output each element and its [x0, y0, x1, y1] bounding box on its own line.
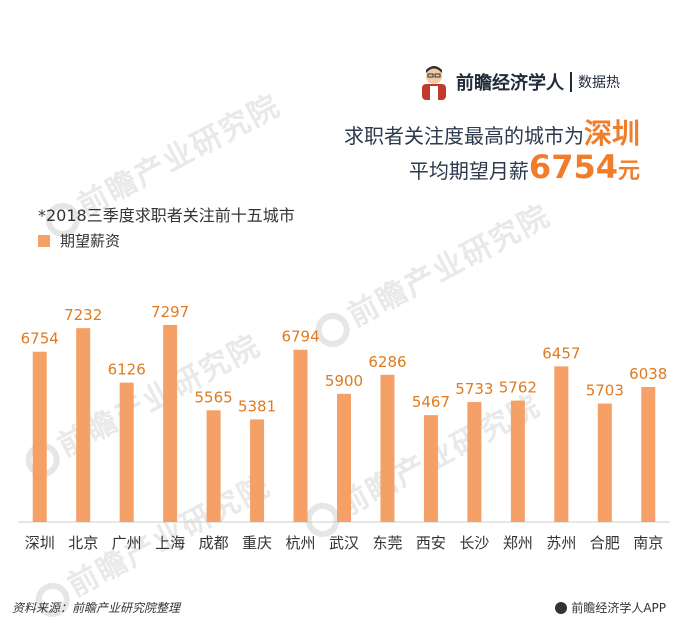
bar-重庆: [250, 419, 265, 522]
data-label: 6457: [542, 344, 580, 362]
headline-city: 深圳: [583, 117, 640, 150]
bar-成都: [206, 410, 221, 522]
headline-unit: 元: [617, 159, 640, 184]
headline-value: 6754: [528, 148, 618, 186]
data-label: 6754: [21, 330, 59, 348]
footer-app-label: 前瞻经济学人APP: [571, 601, 666, 615]
x-tick-label: 重庆: [242, 534, 272, 552]
data-label: 5900: [325, 372, 363, 390]
x-tick-label: 长沙: [459, 534, 489, 552]
headline-line1-prefix: 求职者关注度最高的城市为: [343, 124, 584, 148]
bar-长沙: [467, 402, 482, 522]
bar-深圳: [32, 351, 47, 522]
data-label: 5733: [455, 380, 493, 398]
brand-sub: 数据热: [578, 75, 620, 91]
bar-南京: [641, 387, 656, 522]
headline-line1: 求职者关注度最高的城市为深圳: [344, 112, 640, 152]
x-tick-label: 苏州: [546, 534, 576, 552]
data-label: 6286: [368, 353, 406, 371]
bar-东莞: [380, 374, 395, 522]
brand: 前瞻经济学人 数据热: [418, 64, 620, 100]
headline-line2: 平均期望月薪6754元: [409, 148, 640, 186]
bar-上海: [163, 324, 178, 522]
x-tick-label: 合肥: [590, 534, 620, 552]
bar-北京: [76, 328, 91, 522]
x-tick-label: 深圳: [25, 534, 55, 552]
data-label: 5467: [412, 393, 450, 411]
data-label: 5762: [499, 379, 537, 397]
footer-app: 前瞻经济学人APP: [555, 599, 666, 616]
data-label: 6126: [108, 361, 146, 379]
bar-武汉: [337, 393, 351, 522]
x-tick-label: 广州: [112, 534, 142, 552]
data-label: 7232: [64, 306, 102, 324]
data-label: 7297: [151, 303, 189, 321]
legend-label: 期望薪资: [60, 232, 121, 250]
brand-separator: [570, 72, 572, 92]
data-label: 5703: [586, 382, 624, 400]
bar-西安: [423, 415, 438, 522]
headline-line2-prefix: 平均期望月薪: [408, 159, 529, 183]
x-tick-label: 西安: [416, 534, 446, 552]
x-tick-label: 南京: [633, 534, 663, 552]
data-label: 6794: [281, 328, 319, 346]
legend-swatch: [38, 234, 50, 247]
data-label: 5565: [195, 388, 233, 406]
x-tick-label: 杭州: [286, 534, 316, 552]
x-tick-label: 郑州: [503, 534, 533, 552]
bar-广州: [119, 382, 134, 522]
x-tick-label: 东莞: [372, 534, 402, 552]
chart-legend: 期望薪资: [38, 230, 120, 251]
bar-杭州: [293, 349, 308, 522]
footer-source: 资料来源：前瞻产业研究院整理: [12, 601, 181, 615]
brand-name: 前瞻经济学人: [456, 73, 564, 94]
chart-title: *2018三季度求职者关注前十五城市: [38, 206, 295, 225]
bar-苏州: [554, 366, 569, 522]
x-tick-label: 武汉: [329, 534, 359, 552]
bar-郑州: [510, 400, 525, 522]
x-tick-label: 上海: [155, 534, 185, 552]
x-tick-label: 成都: [199, 534, 229, 552]
bar-合肥: [597, 403, 612, 522]
data-label: 6038: [629, 365, 667, 383]
app-logo-icon: [555, 601, 568, 614]
avatar-icon: [422, 66, 446, 100]
x-tick-label: 北京: [68, 534, 98, 552]
data-label: 5381: [238, 397, 276, 415]
